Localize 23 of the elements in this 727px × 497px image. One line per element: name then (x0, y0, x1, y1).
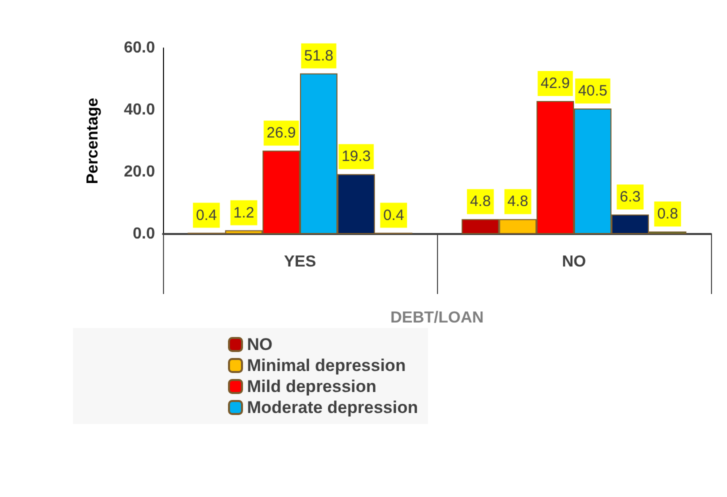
legend-label: Moderate depression (247, 398, 418, 417)
data-label: 40.5 (578, 82, 608, 100)
legend-label: NO (247, 335, 272, 354)
data-label: 4.8 (507, 193, 528, 210)
x-tick-label: YES (284, 254, 316, 270)
data-label: 19.3 (342, 148, 371, 166)
data-label: 0.8 (657, 206, 678, 223)
data-label: 6.3 (620, 188, 641, 206)
y-tick-label: 20.0 (124, 164, 156, 180)
data-label: 1.2 (233, 204, 254, 222)
y-axis-title: Percentage (84, 98, 102, 184)
data-label: 0.4 (196, 206, 217, 224)
y-tick-label: 40.0 (124, 102, 156, 118)
y-tick-label: 0.0 (132, 226, 156, 242)
legend-label: Mild depression (247, 377, 376, 396)
data-label: 4.8 (470, 193, 491, 210)
data-label: 51.8 (304, 47, 334, 64)
data-label: 42.9 (540, 75, 570, 92)
y-tick-label: 60.0 (124, 40, 156, 56)
x-axis-title: DEBT/LOAN (390, 310, 484, 326)
data-label: 0.4 (383, 206, 404, 224)
legend-label: Minimal depression (247, 356, 406, 375)
data-label: 26.9 (266, 124, 296, 142)
